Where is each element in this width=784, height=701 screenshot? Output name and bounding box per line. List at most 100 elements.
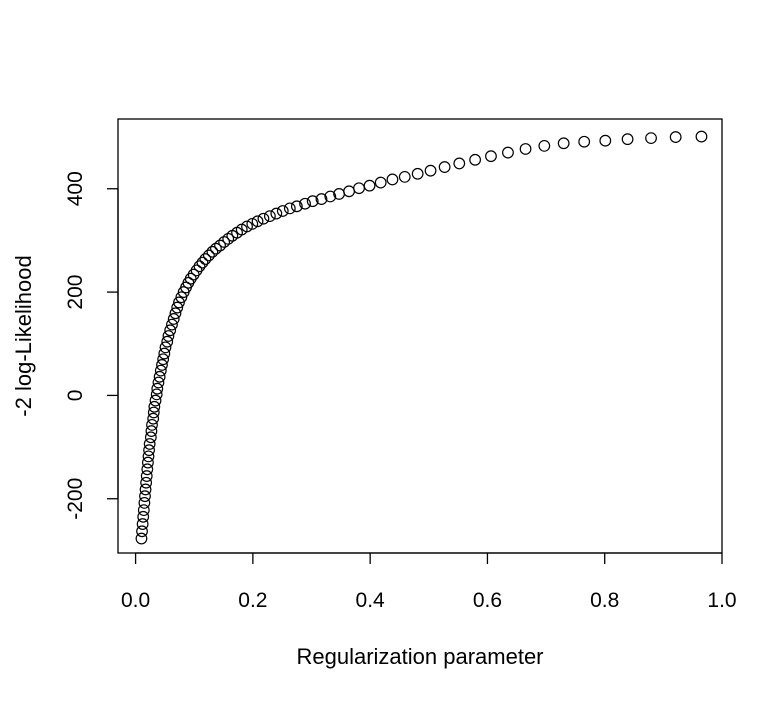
data-point — [175, 291, 188, 304]
data-point — [149, 394, 162, 407]
data-point — [135, 532, 148, 545]
data-point — [306, 195, 319, 208]
data-point — [169, 307, 182, 320]
data-point — [137, 510, 150, 523]
data-point — [152, 376, 165, 389]
data-point — [159, 341, 172, 354]
data-point — [453, 157, 466, 170]
data-point — [142, 456, 154, 469]
data-point — [621, 133, 634, 146]
data-point — [139, 490, 151, 503]
data-point — [438, 161, 451, 173]
data-point — [599, 134, 612, 147]
data-point — [283, 202, 296, 215]
data-point — [202, 249, 215, 262]
data-point — [386, 173, 399, 186]
y-axis: -200 0 200 400 — [64, 171, 119, 520]
data-point — [148, 400, 161, 413]
data-point — [645, 132, 657, 145]
data-point — [143, 438, 156, 450]
data-point — [153, 370, 166, 383]
data-point — [147, 412, 160, 425]
data-point — [138, 496, 151, 509]
data-point — [538, 139, 551, 152]
data-point — [485, 150, 497, 163]
data-point — [136, 518, 149, 530]
data-point — [173, 296, 185, 309]
y-axis-title: -2 log-Likelihood — [11, 255, 36, 416]
data-point — [162, 330, 175, 342]
data-point — [324, 190, 337, 203]
x-tick-label: 0.4 — [356, 589, 386, 612]
data-point — [290, 200, 303, 213]
data-point — [161, 335, 174, 348]
y-tick-label: 0 — [64, 390, 87, 402]
data-point — [151, 382, 164, 395]
data-point — [167, 313, 180, 325]
data-point — [199, 253, 212, 265]
data-point — [424, 164, 437, 177]
data-point — [166, 318, 178, 331]
data-point — [669, 131, 682, 143]
data-points — [135, 130, 708, 545]
data-point — [695, 130, 708, 143]
data-point — [315, 193, 328, 205]
data-point — [222, 232, 235, 245]
data-point — [156, 359, 168, 371]
data-point — [171, 301, 184, 314]
data-point — [251, 215, 264, 228]
data-point — [374, 176, 387, 189]
data-point — [157, 353, 170, 366]
y-tick-label: 400 — [64, 171, 87, 206]
plot-frame — [117, 118, 723, 554]
x-tick-label: 0.2 — [238, 589, 267, 612]
data-point — [214, 239, 226, 252]
data-point — [502, 146, 514, 159]
data-point — [210, 242, 222, 255]
x-tick-label: 0.6 — [473, 589, 502, 612]
data-point — [150, 388, 163, 401]
x-tick-label: 1.0 — [707, 589, 736, 612]
data-point — [299, 197, 311, 210]
data-point — [241, 220, 253, 233]
data-point — [343, 185, 355, 198]
data-point — [519, 143, 532, 155]
data-point — [193, 260, 206, 273]
data-point — [145, 425, 158, 437]
data-point — [398, 170, 411, 183]
data-point — [270, 207, 283, 220]
data-point — [206, 245, 219, 258]
data-point — [578, 135, 591, 148]
data-point — [142, 450, 155, 463]
data-point — [136, 525, 148, 538]
data-point — [140, 470, 153, 482]
data-point — [146, 418, 158, 431]
data-point — [353, 182, 365, 195]
data-point — [154, 364, 167, 377]
data-point — [147, 406, 160, 419]
data-point — [557, 137, 570, 150]
y-tick-label: 200 — [64, 275, 87, 310]
data-point — [276, 205, 289, 217]
x-tick-label: 0.0 — [121, 589, 150, 612]
data-point — [137, 504, 150, 517]
data-point — [411, 167, 424, 180]
data-point — [139, 483, 152, 496]
data-point — [140, 476, 153, 489]
x-axis: 0.0 0.2 0.4 0.6 0.8 1.0 — [121, 552, 737, 612]
data-point — [144, 431, 157, 444]
data-point — [246, 217, 259, 230]
data-point — [363, 179, 376, 192]
y-tick-label: -200 — [64, 478, 87, 520]
x-tick-label: 0.8 — [590, 589, 619, 612]
data-point — [164, 324, 177, 337]
data-point — [218, 236, 231, 248]
data-point — [196, 256, 209, 269]
data-point — [257, 212, 270, 225]
data-point — [158, 347, 171, 360]
data-point — [469, 153, 482, 166]
data-point — [143, 444, 155, 457]
x-axis-title: Regularization parameter — [296, 644, 543, 669]
